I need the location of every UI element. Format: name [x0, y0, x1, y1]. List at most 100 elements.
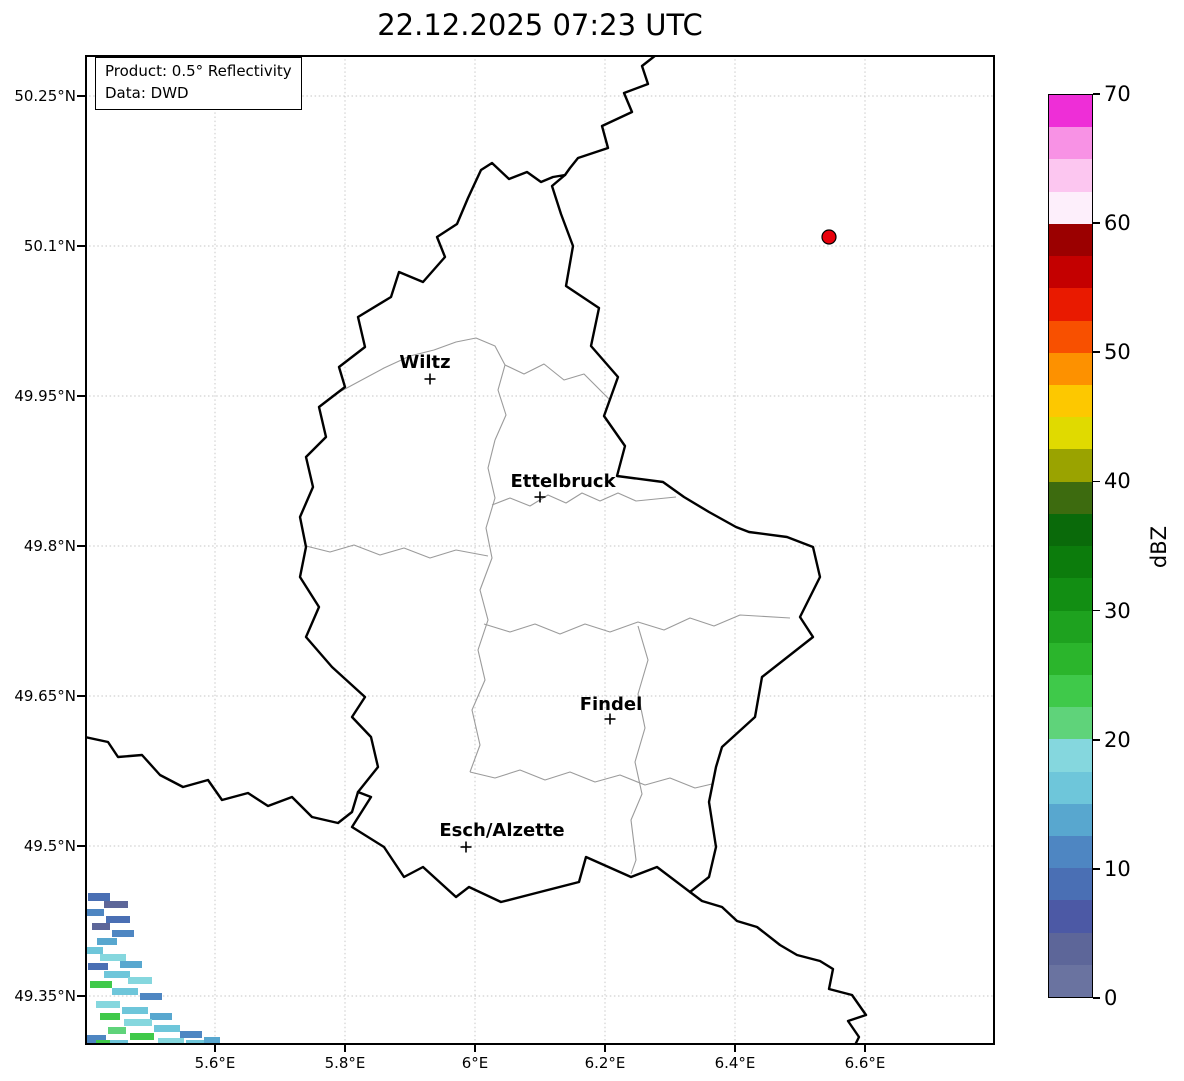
district-border-line	[305, 544, 489, 559]
radar-echo-cell	[104, 901, 128, 908]
city-label: Wiltz	[399, 352, 450, 373]
colorbar-tick-mark	[1093, 738, 1100, 741]
lat-tick-mark	[77, 95, 85, 97]
colorbar-band	[1049, 320, 1092, 353]
radar-echo-cell	[150, 1013, 172, 1020]
radar-echo-cell	[97, 938, 117, 945]
colorbar-band	[1049, 95, 1092, 128]
colorbar-band	[1049, 481, 1092, 514]
radar-echo-cell	[110, 1040, 128, 1045]
colorbar-band	[1049, 932, 1092, 965]
lon-tick-label: 5.6°E	[194, 1054, 236, 1072]
lat-tick-mark	[77, 845, 85, 847]
lon-tick-mark	[604, 1045, 606, 1052]
colorbar-band	[1049, 868, 1092, 901]
country-border-layer	[85, 55, 868, 1045]
radar-echo-cell	[120, 961, 142, 968]
lon-tick-mark	[344, 1045, 346, 1052]
lat-tick-mark	[77, 695, 85, 697]
colorbar-tick-label: 40	[1104, 469, 1131, 494]
city-label: Esch/Alzette	[439, 820, 564, 841]
lon-tick-mark	[864, 1045, 866, 1052]
lon-tick-label: 6.4°E	[714, 1054, 756, 1072]
colorbar-gradient	[1049, 95, 1092, 998]
admin-border-layer	[305, 337, 791, 875]
radar-echo-cell	[112, 988, 138, 995]
colorbar-band	[1049, 191, 1092, 224]
lon-tick-label: 6°E	[461, 1054, 489, 1072]
radar-echo-cell	[130, 1033, 154, 1040]
colorbar-tick-mark	[1093, 93, 1100, 95]
map-svg: Wiltz Ettelbruck Findel Esch/Alzette	[85, 55, 995, 1045]
radar-echo-cell	[122, 1007, 148, 1014]
lat-tick-label: 49.65°N	[14, 687, 76, 705]
district-border-line	[483, 614, 791, 635]
info-product-line: Product: 0.5° Reflectivity	[105, 62, 292, 80]
lon-tick-label: 6.2°E	[584, 1054, 626, 1072]
radar-echo-cell	[104, 971, 130, 978]
lat-tick-label: 50.1°N	[23, 237, 76, 255]
colorbar-tick-mark	[1093, 222, 1100, 224]
colorbar-tick-mark	[1093, 609, 1100, 612]
lat-tick-mark	[77, 545, 85, 547]
lon-tick-mark	[474, 1045, 476, 1052]
colorbar-band	[1049, 546, 1092, 579]
colorbar-band	[1049, 513, 1092, 547]
lon-tick-mark	[734, 1045, 736, 1052]
colorbar-band	[1049, 803, 1092, 837]
echo-layer	[85, 893, 220, 1045]
country-border-line	[85, 735, 360, 825]
district-border-line	[630, 625, 649, 875]
lon-tick-label: 5.8°E	[324, 1054, 366, 1072]
district-border-line	[504, 363, 611, 401]
radar-echo-cell	[86, 909, 104, 916]
colorbar-band	[1049, 610, 1092, 643]
grid-layer	[85, 55, 995, 1045]
radar-echo-cell	[88, 893, 110, 901]
radar-echo-cell	[96, 1040, 120, 1045]
colorbar-band	[1049, 223, 1092, 257]
colorbar-band	[1049, 836, 1092, 869]
radar-echo-cell	[112, 930, 134, 937]
colorbar-tick-label: 60	[1104, 211, 1131, 236]
colorbar-tick-mark	[1093, 997, 1100, 999]
colorbar-tick-mark	[1093, 351, 1100, 354]
colorbar-band	[1049, 384, 1092, 418]
map-title: 22.12.2025 07:23 UTC	[377, 8, 703, 42]
colorbar-band	[1049, 739, 1092, 772]
lon-tick-label: 6.6°E	[844, 1054, 886, 1072]
radar-echo-cell	[108, 1027, 126, 1034]
colorbar-band	[1049, 771, 1092, 804]
radar-echo-cell	[158, 1038, 184, 1045]
colorbar-band	[1049, 288, 1092, 321]
colorbar-tick-label: 10	[1104, 856, 1131, 881]
plot-frame	[85, 55, 995, 1045]
colorbar-band	[1049, 900, 1092, 933]
colorbar-tick-label: 30	[1104, 598, 1131, 623]
colorbar-tick-label: 0	[1104, 986, 1118, 1010]
lat-tick-mark	[77, 245, 85, 247]
colorbar-band	[1049, 707, 1092, 740]
lat-tick-mark	[77, 395, 85, 397]
radar-echo-cell	[124, 1019, 152, 1026]
lat-tick-label: 49.35°N	[14, 987, 76, 1005]
lon-tick-mark	[214, 1045, 216, 1052]
colorbar-tick-mark	[1093, 868, 1100, 870]
district-border-line	[491, 492, 677, 507]
radar-echo-cell	[88, 963, 108, 970]
radar-echo-cell	[90, 981, 112, 988]
colorbar-band	[1049, 417, 1092, 450]
lat-tick-label: 50.25°N	[14, 87, 76, 105]
colorbar-band	[1049, 964, 1092, 998]
radar-echo-cell	[186, 1040, 212, 1045]
colorbar-tick-label: 70	[1104, 82, 1131, 106]
radar-echo-cell	[96, 1001, 120, 1008]
city-layer: Wiltz Ettelbruck Findel Esch/Alzette	[399, 352, 642, 853]
radar-echo-cell	[180, 1031, 202, 1038]
country-border-line	[688, 890, 868, 1045]
city-label: Ettelbruck	[510, 471, 616, 492]
info-source-line: Data: DWD	[105, 83, 189, 102]
city-label: Findel	[580, 694, 643, 715]
radar-echo-cell	[204, 1037, 220, 1045]
